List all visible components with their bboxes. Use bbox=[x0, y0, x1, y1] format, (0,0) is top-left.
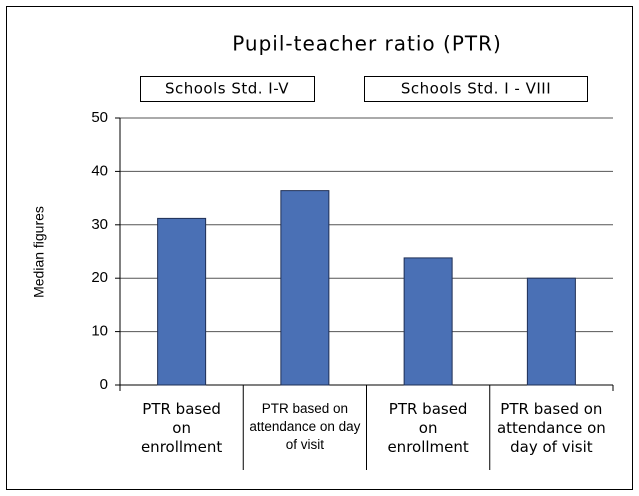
y-tick-label: 30 bbox=[91, 216, 108, 233]
y-tick-label: 50 bbox=[91, 109, 108, 126]
annotation: Schools Std. I-V bbox=[165, 80, 289, 98]
y-axis-label: Median figures bbox=[31, 206, 47, 298]
bar bbox=[526, 277, 576, 386]
y-tick-label: 0 bbox=[100, 376, 108, 393]
bar bbox=[280, 190, 330, 386]
y-tick-label: 10 bbox=[91, 323, 108, 340]
y-tick-label: 40 bbox=[91, 162, 108, 179]
x-tick-label: PTR based on enrollment bbox=[387, 400, 469, 456]
annotation-box bbox=[364, 76, 588, 102]
chart-title: Pupil-teacher ratio (PTR) bbox=[232, 32, 502, 56]
x-tick-label: PTR based on attendance on day of visit bbox=[249, 401, 361, 452]
x-tick-label: PTR based on enrollment bbox=[140, 400, 223, 456]
annotation-box bbox=[140, 76, 315, 102]
bar bbox=[157, 217, 207, 386]
annotation: Schools Std. I - VIII bbox=[401, 80, 551, 98]
x-tick-label: PTR based on attendance on day of visit bbox=[496, 400, 606, 456]
bar bbox=[403, 257, 453, 386]
y-tick-label: 20 bbox=[91, 269, 108, 286]
